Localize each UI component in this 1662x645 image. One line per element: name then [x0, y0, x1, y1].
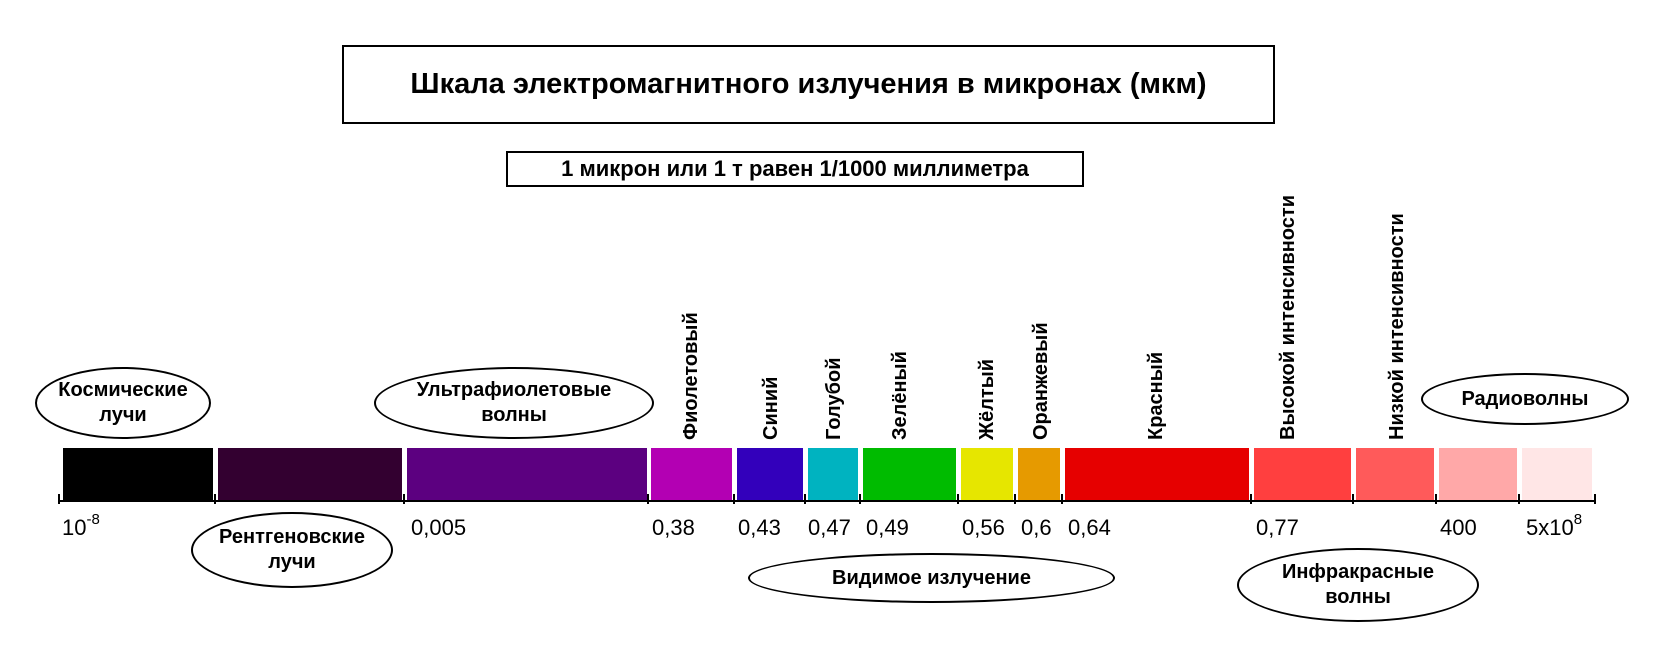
label-red: Красный: [1145, 351, 1167, 440]
scale-value-06: 0,6: [1021, 515, 1052, 540]
band-infrared-low: [1356, 448, 1434, 500]
label-cyan: Голубой: [823, 357, 845, 441]
label-infrared-low: Низкой интенсивности: [1386, 213, 1408, 440]
axis-tick: [1518, 494, 1520, 504]
scale-value-0005: 0,005: [411, 515, 467, 540]
scale-value-049: 0,49: [866, 515, 909, 540]
diagram-subtitle: 1 микрон или 1 т равен 1/1000 миллиметра: [506, 151, 1084, 187]
axis-tick: [1061, 494, 1063, 504]
label-violet: Фиолетовый: [680, 312, 702, 440]
scale-value-1e-8: 10-8: [62, 511, 100, 540]
oval-visible-light: Видимое излучение: [748, 553, 1115, 603]
band-blue: [737, 448, 803, 500]
band-green: [863, 448, 956, 500]
axis-tick: [1352, 494, 1354, 504]
label-orange: Оранжевый: [1030, 322, 1052, 440]
axis-tick: [804, 494, 806, 504]
band-yellow: [961, 448, 1013, 500]
scale-value-047: 0,47: [808, 515, 851, 540]
axis-tick: [214, 494, 216, 504]
scale-value-077: 0,77: [1256, 515, 1299, 540]
scale-value-038: 0,38: [652, 515, 695, 540]
label-green: Зелёный: [889, 351, 911, 440]
band-cosmic-rays: [63, 448, 213, 500]
scale-value-056: 0,56: [962, 515, 1005, 540]
label-yellow: Жёлтый: [976, 358, 998, 440]
diagram-title: Шкала электромагнитного излучения в микр…: [342, 45, 1275, 124]
axis-tick: [859, 494, 861, 504]
band-red: [1065, 448, 1249, 500]
scale-value-064: 0,64: [1068, 515, 1111, 540]
oval-cosmic-rays: Космические лучи: [35, 367, 211, 439]
band-violet: [651, 448, 732, 500]
axis-tick: [647, 494, 649, 504]
label-blue: Синий: [760, 376, 782, 440]
axis-tick: [957, 494, 959, 504]
band-ultraviolet: [407, 448, 647, 500]
scale-value-400: 400: [1440, 515, 1477, 540]
band-radio-1: [1439, 448, 1517, 500]
oval-x-rays: Рентгеновские лучи: [191, 512, 393, 588]
band-cyan: [808, 448, 858, 500]
band-orange: [1018, 448, 1060, 500]
oval-radio-waves: Радиоволны: [1421, 373, 1629, 425]
axis-tick: [1014, 494, 1016, 504]
band-radio-2: [1522, 448, 1592, 500]
scale-axis: [58, 500, 1596, 502]
axis-tick: [1435, 494, 1437, 504]
band-x-rays: [218, 448, 402, 500]
band-infrared-high: [1254, 448, 1351, 500]
oval-ultraviolet: Ультрафиолетовые волны: [374, 367, 654, 439]
oval-infrared: Инфракрасные волны: [1237, 548, 1479, 622]
scale-value-5e8: 5x108: [1526, 511, 1583, 540]
axis-tick: [1250, 494, 1252, 504]
label-infrared-high: Высокой интенсивности: [1277, 194, 1299, 440]
axis-tick: [403, 494, 405, 504]
axis-tick: [58, 494, 60, 504]
axis-tick: [1594, 494, 1596, 504]
axis-tick: [733, 494, 735, 504]
scale-value-043: 0,43: [738, 515, 781, 540]
